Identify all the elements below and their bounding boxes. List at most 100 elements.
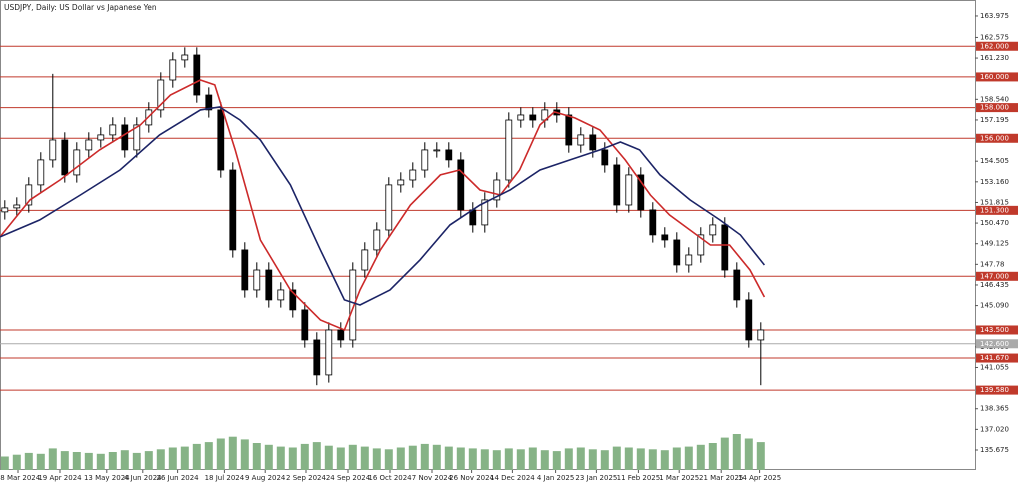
candle-body	[169, 59, 177, 81]
volume-bar	[420, 443, 429, 470]
candle-body	[37, 159, 45, 186]
candle-body	[709, 224, 717, 236]
y-tick-label: 162.575	[980, 33, 1009, 41]
candle-body	[109, 124, 117, 136]
volume-bar	[48, 448, 57, 470]
candle-body	[289, 289, 297, 311]
y-tick-label: 150.470	[980, 219, 1009, 227]
volume-bar	[468, 448, 477, 470]
candle-body	[697, 234, 705, 256]
volume-bar	[204, 442, 213, 470]
volume-bar	[132, 452, 141, 470]
volume-bar	[300, 443, 309, 470]
volume-bar	[12, 454, 21, 470]
level-tag	[976, 385, 1018, 395]
candle-body	[445, 149, 453, 161]
volume-bar	[312, 442, 321, 470]
current-price-label: 142.600	[980, 340, 1009, 348]
candle-body	[397, 179, 405, 186]
volume-bar	[36, 453, 45, 470]
candle-body	[193, 54, 201, 96]
candle-body	[481, 199, 489, 226]
x-tick-label: 19 Apr 2024	[38, 474, 82, 482]
volume-bar	[0, 456, 9, 470]
volume-bar	[180, 446, 189, 470]
volume-bar	[624, 447, 633, 470]
candle-body	[517, 114, 525, 121]
volume-bar	[552, 451, 561, 470]
plot-frame	[0, 0, 976, 470]
volume-bar	[588, 449, 597, 470]
current-price-tag	[976, 339, 1018, 349]
volume-bar	[480, 449, 489, 470]
volume-bar	[384, 449, 393, 470]
volume-bar	[732, 434, 741, 470]
y-tick-label: 161.230	[980, 54, 1009, 62]
candle-body	[277, 289, 285, 301]
y-tick-label: 163.975	[980, 12, 1009, 20]
level-tag	[976, 325, 1018, 335]
level-tag	[976, 72, 1018, 82]
candle-body	[373, 229, 381, 251]
level-label: 139.580	[980, 386, 1009, 394]
y-tick-label: 145.090	[980, 302, 1009, 310]
y-tick-label: 141.055	[980, 363, 1009, 371]
x-tick-label: 4 Jan 2025	[537, 474, 575, 482]
y-tick-label: 154.505	[980, 157, 1009, 165]
candle-body	[493, 179, 501, 201]
volume-bar	[276, 446, 285, 470]
candle-body	[745, 299, 753, 341]
y-tick-label: 146.435	[980, 281, 1009, 289]
candle-body	[637, 174, 645, 211]
volume-bar	[348, 444, 357, 470]
volume-bar	[240, 439, 249, 470]
candle-body	[469, 209, 477, 226]
candle-body	[601, 149, 609, 166]
candle-body	[577, 134, 585, 146]
volume-bar	[636, 448, 645, 470]
level-label: 160.000	[980, 73, 1009, 81]
candle-body	[1, 207, 9, 213]
level-label: 147.000	[980, 272, 1009, 280]
candle-body	[97, 134, 105, 141]
candle-body	[241, 249, 249, 291]
volume-bar	[324, 445, 333, 470]
volume-bar	[360, 446, 369, 470]
volume-bar	[720, 437, 729, 470]
chart-title: USDJPY, Daily: US Dollar vs Japanese Yen	[4, 3, 157, 12]
volume-bar	[528, 447, 537, 470]
candle-body	[757, 329, 765, 341]
y-tick-label: 157.195	[980, 116, 1009, 124]
volume-bar	[660, 450, 669, 470]
level-tag	[976, 103, 1018, 113]
candle-body	[349, 269, 357, 341]
volume-bar	[216, 438, 225, 470]
candle-body	[13, 204, 21, 209]
volume-bar	[672, 447, 681, 470]
volume-bar	[684, 446, 693, 470]
candle-body	[61, 139, 69, 176]
candle-body	[409, 169, 417, 181]
volume-bar	[264, 444, 273, 470]
candle-body	[505, 119, 513, 181]
volume-bar	[444, 446, 453, 470]
level-tag	[976, 41, 1018, 51]
volume-bar	[192, 443, 201, 470]
x-tick-label: 11 Feb 2025	[617, 474, 661, 482]
level-label: 156.000	[980, 134, 1009, 142]
candle-body	[685, 254, 693, 266]
volume-bar	[612, 446, 621, 470]
y-tick-label: 153.160	[980, 178, 1009, 186]
volume-bar	[756, 442, 765, 470]
y-tick-label: 137.020	[980, 425, 1009, 433]
x-tick-label: 4 Jun 2024	[124, 474, 162, 482]
level-tag	[976, 133, 1018, 143]
level-tag	[976, 271, 1018, 281]
y-tick-label: 151.815	[980, 198, 1009, 206]
volume-bar	[120, 450, 129, 470]
candle-body	[85, 139, 93, 151]
volume-bar	[432, 444, 441, 470]
volume-bar	[456, 447, 465, 470]
x-tick-label: 18 Jul 2024	[205, 474, 245, 482]
